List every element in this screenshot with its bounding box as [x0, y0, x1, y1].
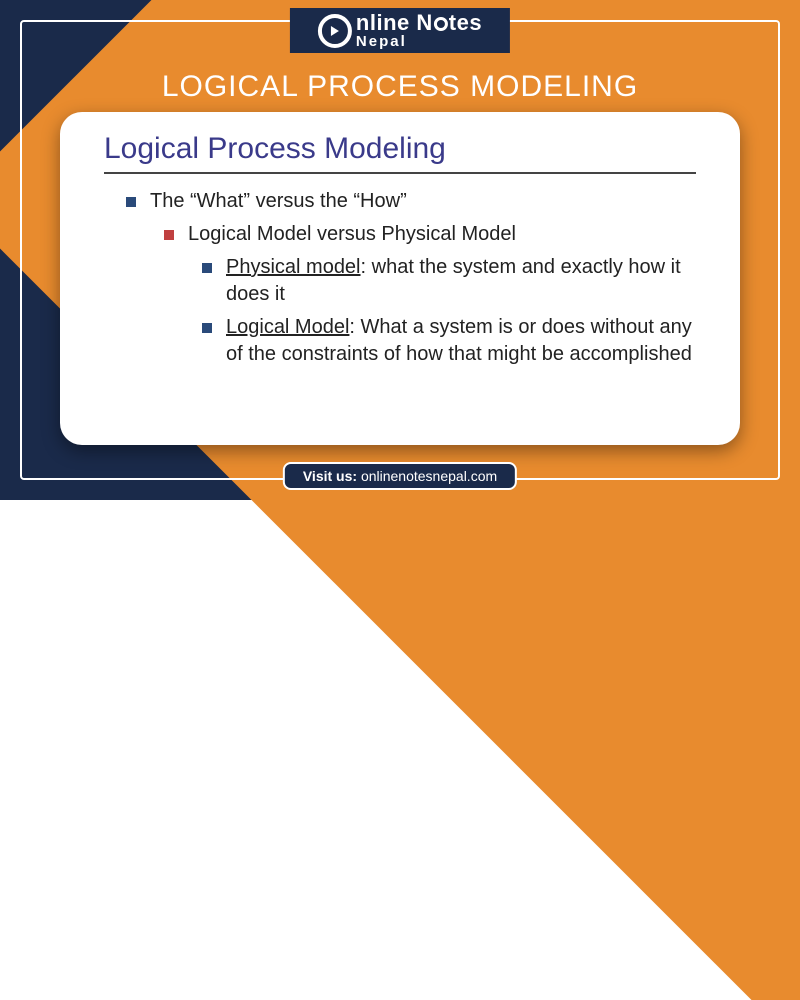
content-card: Logical Process Modeling The “What” vers…	[60, 112, 740, 445]
visit-label: Visit us:	[303, 468, 357, 484]
list-item: The “What” versus the “How”	[104, 188, 696, 215]
logo-play-icon	[318, 14, 352, 48]
list-item: Logical Model versus Physical Model	[104, 221, 696, 248]
list-item: Logical Model: What a system is or does …	[104, 314, 696, 368]
logo-line2-right: tes	[449, 10, 482, 35]
bullet-text: Logical Model versus Physical Model	[188, 221, 516, 248]
bullet-icon	[126, 197, 136, 207]
bullet-icon	[164, 230, 174, 240]
logo-line1-left: nline	[356, 10, 410, 35]
bullet-text: The “What” versus the “How”	[150, 188, 407, 215]
logo-text: nline Ntes Nepal	[356, 12, 482, 49]
card-title: Logical Process Modeling	[104, 132, 696, 174]
bullet-icon	[202, 263, 212, 273]
logo-line2-n: N	[416, 10, 432, 35]
bullet-text: Physical model: what the system and exac…	[226, 254, 696, 308]
list-item: Physical model: what the system and exac…	[104, 254, 696, 308]
logo: nline Ntes Nepal	[290, 8, 510, 53]
visit-url: onlinenotesnepal.com	[361, 468, 497, 484]
logo-sub: Nepal	[356, 34, 482, 49]
logo-o-icon	[434, 17, 448, 31]
bullet-label: Physical model	[226, 256, 361, 278]
visit-link[interactable]: Visit us: onlinenotesnepal.com	[283, 462, 517, 490]
bullet-text: Logical Model: What a system is or does …	[226, 314, 696, 368]
bullet-label: Logical Model	[226, 316, 349, 338]
bullet-icon	[202, 323, 212, 333]
page-title: LOGICAL PROCESS MODELING	[162, 70, 638, 104]
